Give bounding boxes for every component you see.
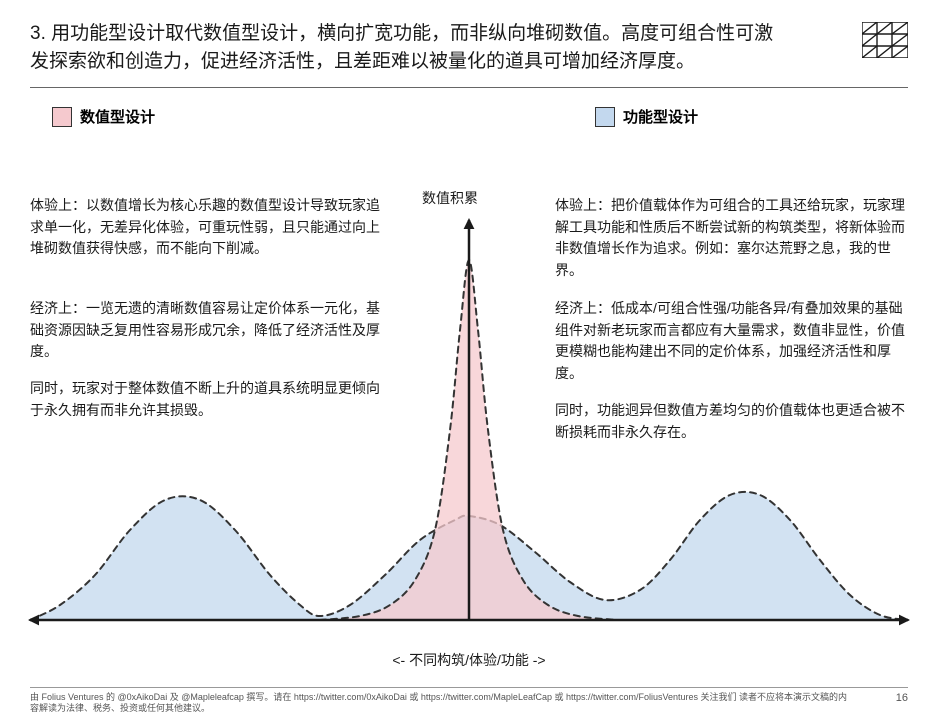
- chart-svg: [20, 180, 918, 650]
- legend: 数值型设计 功能型设计: [30, 106, 908, 127]
- swatch-pink: [52, 107, 72, 127]
- swatch-blue: [595, 107, 615, 127]
- legend-item-functional: 功能型设计: [595, 106, 698, 127]
- footer: 由 Folius Ventures 的 @0xAikoDai 及 @Maplel…: [30, 687, 908, 715]
- page-title: 3. 用功能型设计取代数值型设计，横向扩宽功能，而非纵向堆砌数值。高度可组合性可…: [30, 20, 790, 75]
- legend-label-functional: 功能型设计: [623, 106, 698, 127]
- page-number: 16: [896, 692, 908, 704]
- logo-icon: [862, 22, 908, 58]
- header: 3. 用功能型设计取代数值型设计，横向扩宽功能，而非纵向堆砌数值。高度可组合性可…: [30, 20, 908, 88]
- footer-text: 由 Folius Ventures 的 @0xAikoDai 及 @Maplel…: [30, 692, 850, 715]
- legend-label-numeric: 数值型设计: [80, 106, 155, 127]
- chart: [20, 180, 918, 650]
- legend-item-numeric: 数值型设计: [52, 106, 155, 127]
- x-axis-label: <- 不同构筑/体验/功能 ->: [0, 650, 938, 670]
